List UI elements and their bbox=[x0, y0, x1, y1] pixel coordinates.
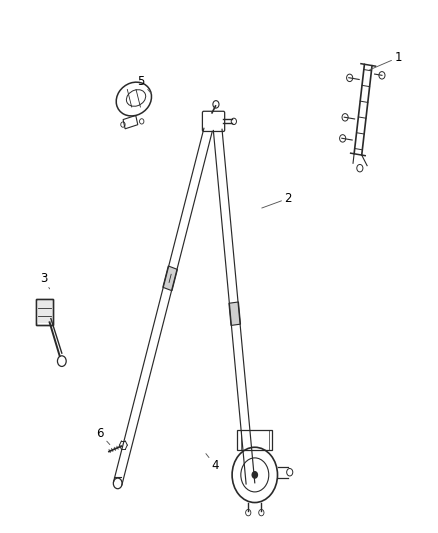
Bar bbox=[37, 301, 52, 324]
Text: 6: 6 bbox=[96, 427, 110, 445]
Polygon shape bbox=[229, 302, 240, 326]
Bar bbox=[237, 430, 272, 450]
Circle shape bbox=[252, 472, 258, 478]
Text: 4: 4 bbox=[206, 454, 219, 472]
Bar bbox=[35, 300, 53, 325]
Text: 5: 5 bbox=[138, 75, 151, 94]
Bar bbox=[123, 116, 138, 129]
Text: 2: 2 bbox=[262, 192, 292, 208]
Text: 3: 3 bbox=[40, 272, 49, 289]
Bar bbox=[35, 300, 53, 325]
Polygon shape bbox=[163, 266, 177, 291]
Text: 1: 1 bbox=[370, 51, 402, 70]
